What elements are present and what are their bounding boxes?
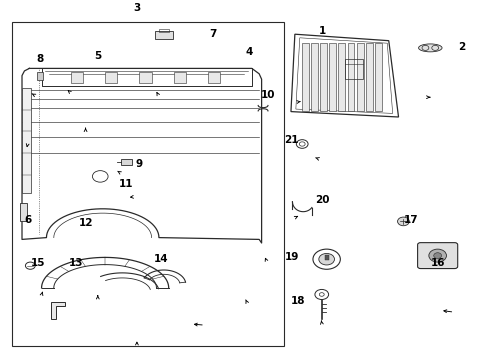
Bar xyxy=(105,72,117,83)
Bar xyxy=(374,43,381,111)
Text: 17: 17 xyxy=(403,215,417,225)
Text: 14: 14 xyxy=(154,254,168,264)
Bar xyxy=(328,43,335,111)
Text: 18: 18 xyxy=(290,296,305,306)
Text: 13: 13 xyxy=(68,258,83,268)
Text: 1: 1 xyxy=(319,26,325,36)
Text: 8: 8 xyxy=(37,54,43,64)
Bar xyxy=(301,43,308,111)
Text: 20: 20 xyxy=(315,195,329,205)
Bar xyxy=(320,43,326,111)
Text: 16: 16 xyxy=(429,258,444,268)
Bar xyxy=(12,22,283,346)
Bar xyxy=(159,29,168,32)
Bar xyxy=(71,72,83,83)
Polygon shape xyxy=(20,203,27,221)
Circle shape xyxy=(433,253,441,258)
Circle shape xyxy=(397,217,408,226)
Text: 9: 9 xyxy=(136,159,142,169)
Text: 10: 10 xyxy=(260,90,275,100)
Text: 7: 7 xyxy=(208,29,216,39)
Bar xyxy=(344,59,363,79)
Bar xyxy=(207,72,220,83)
Text: 12: 12 xyxy=(78,218,93,228)
Text: 2: 2 xyxy=(458,42,465,52)
Bar xyxy=(121,159,132,165)
Polygon shape xyxy=(51,302,65,319)
Text: 11: 11 xyxy=(119,179,133,189)
Circle shape xyxy=(318,253,334,265)
Bar xyxy=(22,88,31,193)
Text: 5: 5 xyxy=(94,51,101,61)
Bar xyxy=(173,72,185,83)
Bar xyxy=(324,255,328,260)
Bar xyxy=(139,72,151,83)
Bar xyxy=(310,43,317,111)
Text: 4: 4 xyxy=(245,47,253,57)
Ellipse shape xyxy=(418,44,441,52)
Bar xyxy=(365,43,372,111)
Bar xyxy=(347,43,354,111)
Text: 6: 6 xyxy=(25,215,32,225)
Bar xyxy=(338,43,345,111)
Circle shape xyxy=(428,249,446,262)
Bar xyxy=(155,31,172,39)
Text: 3: 3 xyxy=(133,3,140,13)
Text: 21: 21 xyxy=(283,135,298,145)
FancyBboxPatch shape xyxy=(417,243,457,269)
Text: 19: 19 xyxy=(285,252,299,262)
Bar xyxy=(356,43,363,111)
Bar xyxy=(37,72,43,80)
Text: 15: 15 xyxy=(31,258,45,268)
